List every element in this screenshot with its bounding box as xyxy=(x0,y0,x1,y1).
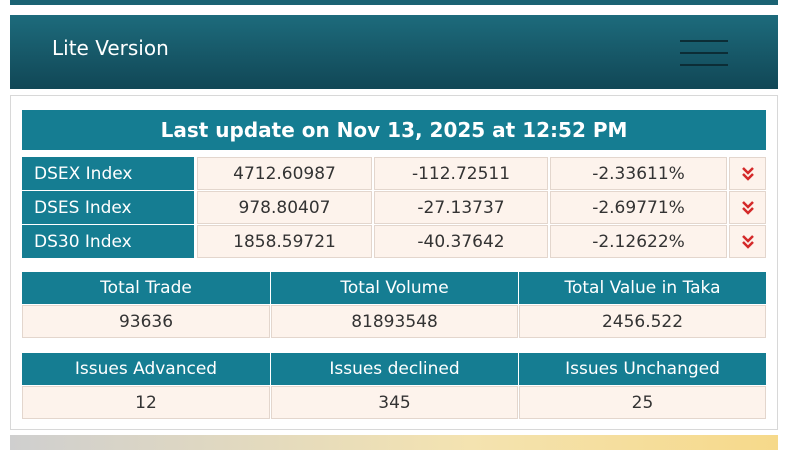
down-arrow xyxy=(729,191,766,224)
index-percent: -2.69771% xyxy=(550,191,727,224)
site-title[interactable]: Lite Version xyxy=(52,36,169,60)
issues-header: Issues Unchanged xyxy=(519,353,766,385)
index-change: -27.13737 xyxy=(374,191,548,224)
summary-value: 2456.522 xyxy=(519,305,766,338)
update-banner: Last update on Nov 13, 2025 at 12:52 PM xyxy=(22,110,766,150)
issues-header: Issues Advanced xyxy=(22,353,270,385)
index-change: -112.72511 xyxy=(374,157,548,190)
summary-header: Total Value in Taka xyxy=(519,272,766,304)
down-arrow xyxy=(729,157,766,190)
summary-header: Total Volume xyxy=(271,272,518,304)
index-value: 978.80407 xyxy=(197,191,372,224)
index-percent: -2.33611% xyxy=(550,157,727,190)
index-name[interactable]: DS30 Index xyxy=(22,225,194,258)
index-value: 4712.60987 xyxy=(197,157,372,190)
summary-header: Total Trade xyxy=(22,272,270,304)
index-name[interactable]: DSEX Index xyxy=(22,157,194,190)
chevron-icon xyxy=(741,166,754,181)
index-percent: -2.12622% xyxy=(550,225,727,258)
index-value: 1858.59721 xyxy=(197,225,372,258)
down-arrow xyxy=(729,225,766,258)
top-strip xyxy=(10,0,778,5)
issues-value: 12 xyxy=(22,386,270,419)
chevron-icon xyxy=(741,234,754,249)
summary-value: 93636 xyxy=(22,305,270,338)
nav-bar xyxy=(10,15,778,89)
menu-button[interactable] xyxy=(680,40,728,66)
issues-value: 345 xyxy=(271,386,518,419)
index-change: -40.37642 xyxy=(374,225,548,258)
summary-value: 81893548 xyxy=(271,305,518,338)
bottom-strip xyxy=(10,435,778,450)
index-name[interactable]: DSES Index xyxy=(22,191,194,224)
issues-header: Issues declined xyxy=(271,353,518,385)
issues-value: 25 xyxy=(519,386,766,419)
chevron-icon xyxy=(741,200,754,215)
